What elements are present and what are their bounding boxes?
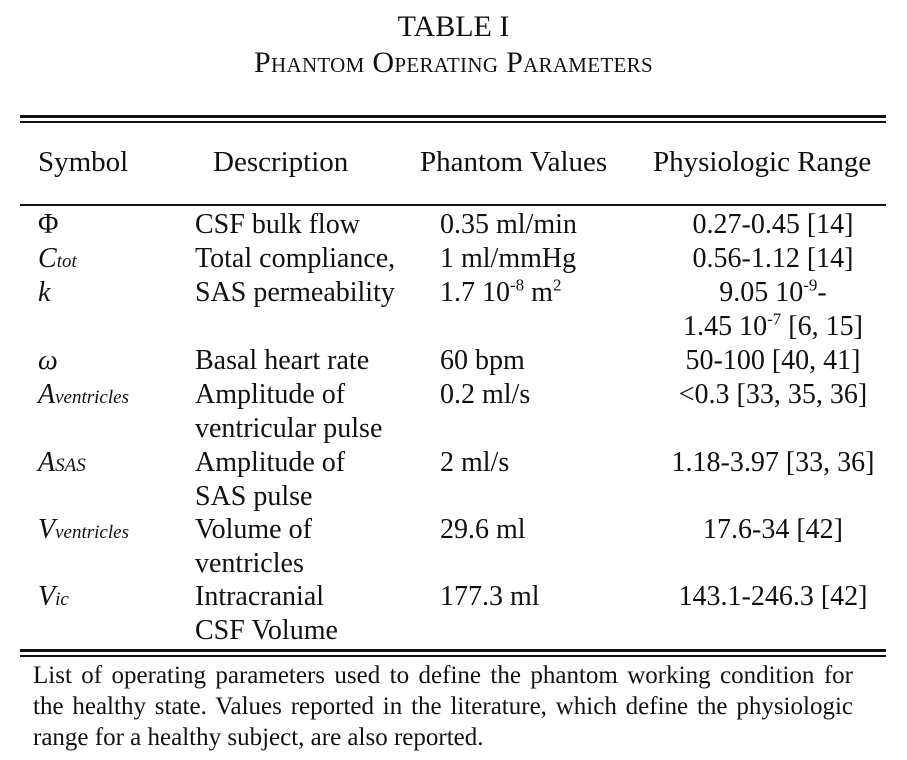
symbol: V	[38, 514, 56, 545]
header-symbol: Symbol	[38, 146, 129, 178]
row-description: Amplitude of	[195, 446, 345, 480]
symbol: C	[38, 243, 57, 274]
row-symbol: ω	[38, 344, 58, 378]
header-description: Description	[213, 146, 349, 178]
row-phantom-value: 1.7 10-8 m2	[440, 276, 561, 310]
value: 1.7 10	[440, 277, 510, 308]
value: 2 ml/s	[440, 447, 510, 478]
row-phantom-value: 177.3 ml	[440, 580, 540, 614]
row-symbol: Vic	[38, 580, 69, 617]
row-phantom-value: 0.35 ml/min	[440, 208, 577, 242]
bottom-rule	[20, 649, 886, 652]
description-line: SAS pulse	[195, 481, 313, 512]
range: 17.6-34 [42]	[703, 514, 843, 545]
row-physiologic-range: 1.18-3.97 [33, 36]	[660, 446, 886, 480]
row-physiologic-range: 17.6-34 [42]	[660, 513, 886, 547]
row-physiologic-range: 0.27-0.45 [14]	[660, 208, 886, 242]
value: 60 bpm	[440, 345, 525, 376]
symbol: A	[38, 447, 56, 478]
row-physiologic-range: 9.05 10-9-	[660, 276, 886, 310]
range-suffix: -	[817, 277, 827, 308]
description-line: CSF bulk flow	[195, 209, 360, 240]
value: 0.35 ml/min	[440, 209, 577, 240]
value: 1 ml/mmHg	[440, 243, 577, 274]
symbol: A	[38, 379, 56, 410]
row-symbol: Ctot	[38, 242, 77, 279]
row-symbol: Φ	[38, 208, 58, 242]
bottom-rule-inner	[20, 655, 886, 657]
row-phantom-value: 29.6 ml	[440, 513, 526, 547]
row-symbol: Aventricles	[38, 378, 129, 415]
symbol-subscript: ventricles	[55, 387, 129, 408]
row-symbol: Vventricles	[38, 513, 129, 550]
row-physiologic-range: <0.3 [33, 35, 36]	[660, 378, 886, 412]
value-unit: m	[524, 277, 553, 308]
table-caption: List of operating parameters used to def…	[33, 662, 853, 751]
row-description: CSF bulk flow	[195, 208, 360, 242]
value: 177.3 ml	[440, 581, 540, 612]
row-description: SAS permeability	[195, 276, 395, 310]
symbol: k	[38, 277, 51, 308]
value: 29.6 ml	[440, 514, 526, 545]
description-line: Basal heart rate	[195, 345, 370, 376]
row-description-2: ventricles	[195, 547, 304, 581]
row-description-2: CSF Volume	[195, 614, 338, 648]
symbol-subscript: SAS	[55, 455, 86, 476]
row-description-2: ventricular pulse	[195, 412, 382, 446]
top-rule	[20, 115, 886, 118]
range: <0.3 [33, 35, 36]	[678, 379, 868, 410]
description-line: Amplitude of	[195, 447, 346, 478]
description-line: CSF Volume	[195, 615, 338, 646]
row-physiologic-range-2: 1.45 10-7 [6, 15]	[660, 310, 886, 344]
range: 1.45 10	[683, 311, 768, 342]
row-description: Total compliance,	[195, 242, 395, 276]
symbol: V	[38, 581, 56, 612]
row-description: Intracranial	[195, 580, 324, 614]
table-title: Phantom Operating Parameters	[254, 46, 653, 79]
range-exponent: -9	[803, 275, 818, 295]
header-physiologic-range: Physiologic Range	[653, 146, 872, 178]
header-rule	[20, 204, 886, 206]
row-description: Volume of	[195, 513, 312, 547]
range-suffix: [6, 15]	[781, 311, 863, 342]
row-symbol: ASAS	[38, 446, 86, 483]
header-phantom-values: Phantom Values	[420, 146, 608, 178]
row-description: Amplitude of	[195, 378, 345, 412]
range: 143.1-246.3 [42]	[678, 581, 868, 612]
row-phantom-value: 1 ml/mmHg	[440, 242, 576, 276]
range: 1.18-3.97 [33, 36]	[671, 447, 875, 478]
row-phantom-value: 2 ml/s	[440, 446, 509, 480]
value-exponent: -8	[510, 275, 525, 295]
description-line: ventricular pulse	[195, 413, 383, 444]
row-description-2: SAS pulse	[195, 480, 312, 514]
row-physiologic-range: 50-100 [40, 41]	[660, 344, 886, 378]
value: 0.2 ml/s	[440, 379, 531, 410]
table-number: TABLE I	[397, 10, 510, 43]
value-unit-exponent: 2	[552, 275, 562, 295]
top-rule-inner	[20, 121, 886, 123]
row-physiologic-range: 0.56-1.12 [14]	[660, 242, 886, 276]
description-line: Total compliance,	[195, 243, 396, 274]
range-exponent: -7	[767, 309, 782, 329]
row-description: Basal heart rate	[195, 344, 369, 378]
symbol: ω	[38, 345, 58, 376]
range: 9.05 10	[719, 277, 804, 308]
symbol-subscript: ic	[55, 589, 69, 610]
symbol: Φ	[38, 209, 59, 240]
symbol-subscript: tot	[56, 251, 77, 272]
description-line: Intracranial	[195, 581, 325, 612]
row-phantom-value: 60 bpm	[440, 344, 525, 378]
row-symbol: k	[38, 276, 50, 310]
description-line: Amplitude of	[195, 379, 346, 410]
symbol-subscript: ventricles	[55, 522, 129, 543]
row-physiologic-range: 143.1-246.3 [42]	[660, 580, 886, 614]
description-line: Volume of	[195, 514, 312, 545]
row-phantom-value: 0.2 ml/s	[440, 378, 530, 412]
range: 50-100 [40, 41]	[685, 345, 861, 376]
range: 0.27-0.45 [14]	[692, 209, 854, 240]
description-line: ventricles	[195, 548, 304, 579]
range: 0.56-1.12 [14]	[692, 243, 854, 274]
description-line: SAS permeability	[195, 277, 395, 308]
